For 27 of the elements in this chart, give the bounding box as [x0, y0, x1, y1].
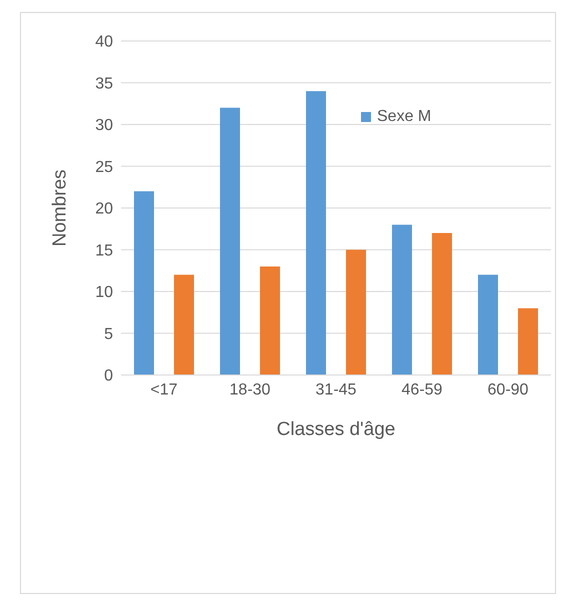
bar — [346, 250, 366, 375]
x-axis-title: Classes d'âge — [276, 419, 396, 440]
bar — [220, 108, 240, 375]
legend-label: Sexe M — [377, 108, 432, 126]
x-tick-label: <17 — [150, 381, 178, 398]
x-tick-label: 31-45 — [316, 381, 357, 398]
y-tick-label: 0 — [104, 368, 114, 385]
bar — [134, 191, 154, 375]
y-tick-label: 20 — [95, 200, 114, 218]
bar — [260, 266, 280, 375]
y-tick-label: 30 — [95, 117, 114, 134]
x-tick-label: 46-59 — [402, 381, 443, 398]
bar — [478, 274, 498, 375]
y-tick-label: 5 — [104, 326, 114, 343]
bar — [518, 308, 538, 375]
y-tick-label: 35 — [95, 75, 114, 92]
x-tick-label: 18-30 — [230, 381, 271, 398]
y-tick-label: 40 — [95, 34, 114, 51]
bar — [306, 91, 326, 375]
y-tick-label: 25 — [95, 158, 114, 176]
bar — [392, 224, 412, 375]
y-tick-label: 15 — [95, 242, 114, 260]
y-tick-label: 10 — [95, 284, 114, 302]
y-axis-title: Nombres — [50, 169, 71, 247]
bar — [432, 233, 452, 375]
x-tick-label: 60-90 — [488, 381, 529, 398]
bar — [174, 274, 194, 375]
